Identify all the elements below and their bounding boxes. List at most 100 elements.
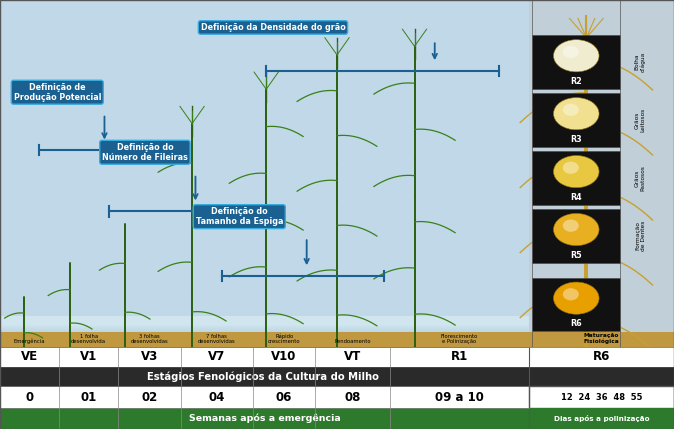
Text: Rápido
crescimento: Rápido crescimento [268, 333, 301, 344]
Text: Estágios Fenológicos da Cultura do Milho: Estágios Fenológicos da Cultura do Milho [147, 372, 379, 382]
Text: R3: R3 [570, 135, 582, 144]
Bar [0, 322, 529, 331]
Bar [0, 421, 674, 428]
Bar [529, 408, 674, 429]
Bar [0, 322, 529, 330]
Text: 02: 02 [141, 391, 158, 404]
Text: 7 folhas
desenvolvidas: 7 folhas desenvolvidas [197, 334, 236, 344]
Text: Definição do
Número de Fileiras: Definição do Número de Fileiras [102, 142, 188, 162]
Text: Definição da Densidade do grão: Definição da Densidade do grão [201, 23, 345, 32]
Bar [0, 319, 529, 327]
Bar [0, 320, 529, 328]
Ellipse shape [553, 213, 599, 245]
Text: Grãos
Pastosos: Grãos Pastosos [635, 165, 646, 191]
Text: 08: 08 [344, 391, 361, 404]
Text: Definição do
Tamanho da Espiga: Definição do Tamanho da Espiga [195, 207, 283, 227]
Text: Maturação
Fisiológica: Maturação Fisiológica [584, 333, 619, 344]
Text: Dias após a polinização: Dias após a polinização [554, 415, 649, 422]
Ellipse shape [563, 288, 579, 300]
Text: V10: V10 [272, 350, 297, 363]
Ellipse shape [553, 98, 599, 130]
Bar [0, 320, 529, 329]
Bar [0, 347, 529, 367]
Text: R4: R4 [570, 193, 582, 202]
Bar [0, 317, 529, 326]
Bar [0, 321, 529, 329]
Bar [0, 320, 529, 328]
Bar [0, 319, 529, 327]
Bar [0, 386, 529, 408]
Bar [0, 367, 674, 386]
Text: V1: V1 [80, 350, 97, 363]
Text: Grãos
Leitosos: Grãos Leitosos [635, 108, 646, 132]
Bar [0, 316, 529, 325]
Bar [0, 418, 674, 425]
Bar [0, 318, 529, 326]
Bar [0, 423, 674, 429]
Bar [0, 318, 529, 326]
Bar [529, 347, 674, 367]
Text: R6: R6 [570, 320, 582, 328]
Bar [0, 321, 529, 329]
Bar [0, 317, 529, 325]
Bar [0, 420, 674, 426]
Bar [0, 321, 529, 329]
Bar [0, 324, 529, 332]
Text: 1 folha
desenvolvida: 1 folha desenvolvida [71, 334, 106, 344]
Bar [0, 320, 529, 329]
Bar [0, 321, 529, 330]
Bar [0, 332, 674, 429]
Text: VT: VT [344, 350, 361, 363]
Text: Florescimento
e Polinização: Florescimento e Polinização [441, 334, 478, 344]
Text: 04: 04 [208, 391, 225, 404]
Text: Emergência: Emergência [14, 339, 45, 344]
Text: V7: V7 [208, 350, 225, 363]
Text: Semanas após a emergência: Semanas após a emergência [189, 414, 340, 423]
Bar [0, 322, 529, 330]
Text: R2: R2 [570, 77, 582, 86]
Bar [532, 209, 620, 263]
Text: 0: 0 [26, 391, 34, 404]
Bar [0, 320, 529, 329]
Text: 06: 06 [276, 391, 293, 404]
Bar [0, 419, 674, 425]
Bar [0, 420, 674, 427]
Text: Formação
de Dentes: Formação de Dentes [635, 221, 646, 251]
Text: 09 a 10: 09 a 10 [435, 391, 484, 404]
Ellipse shape [563, 46, 579, 58]
Ellipse shape [563, 220, 579, 232]
Bar [0, 324, 529, 332]
Ellipse shape [553, 282, 599, 314]
Bar [0, 422, 674, 429]
Ellipse shape [563, 104, 579, 116]
Bar [529, 386, 674, 408]
Ellipse shape [553, 40, 599, 72]
Bar [0, 323, 529, 331]
Bar [0, 319, 529, 328]
Ellipse shape [553, 156, 599, 188]
Bar [0, 418, 674, 424]
Bar [0, 322, 529, 330]
Bar [0, 317, 529, 326]
Bar [0, 323, 529, 332]
Bar [529, 0, 674, 332]
Bar [0, 320, 529, 328]
Bar [0, 317, 529, 325]
Bar [0, 417, 674, 424]
Text: 3 folhas
desenvolvidas: 3 folhas desenvolvidas [130, 334, 168, 344]
Text: 12  24  36  48  55: 12 24 36 48 55 [561, 393, 642, 402]
Bar [532, 36, 620, 89]
Bar [0, 318, 529, 326]
Text: Bolha
d'água: Bolha d'água [635, 52, 646, 73]
Text: R6: R6 [593, 350, 610, 363]
Bar [0, 317, 529, 326]
Text: 01: 01 [80, 391, 97, 404]
Bar [0, 323, 529, 331]
Text: V3: V3 [141, 350, 158, 363]
Ellipse shape [563, 162, 579, 174]
Bar [0, 319, 529, 327]
Bar [0, 417, 674, 423]
Bar [0, 324, 529, 332]
Bar [532, 151, 620, 205]
Bar [0, 323, 529, 332]
